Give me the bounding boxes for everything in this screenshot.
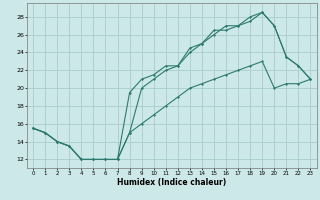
- X-axis label: Humidex (Indice chaleur): Humidex (Indice chaleur): [117, 178, 227, 187]
